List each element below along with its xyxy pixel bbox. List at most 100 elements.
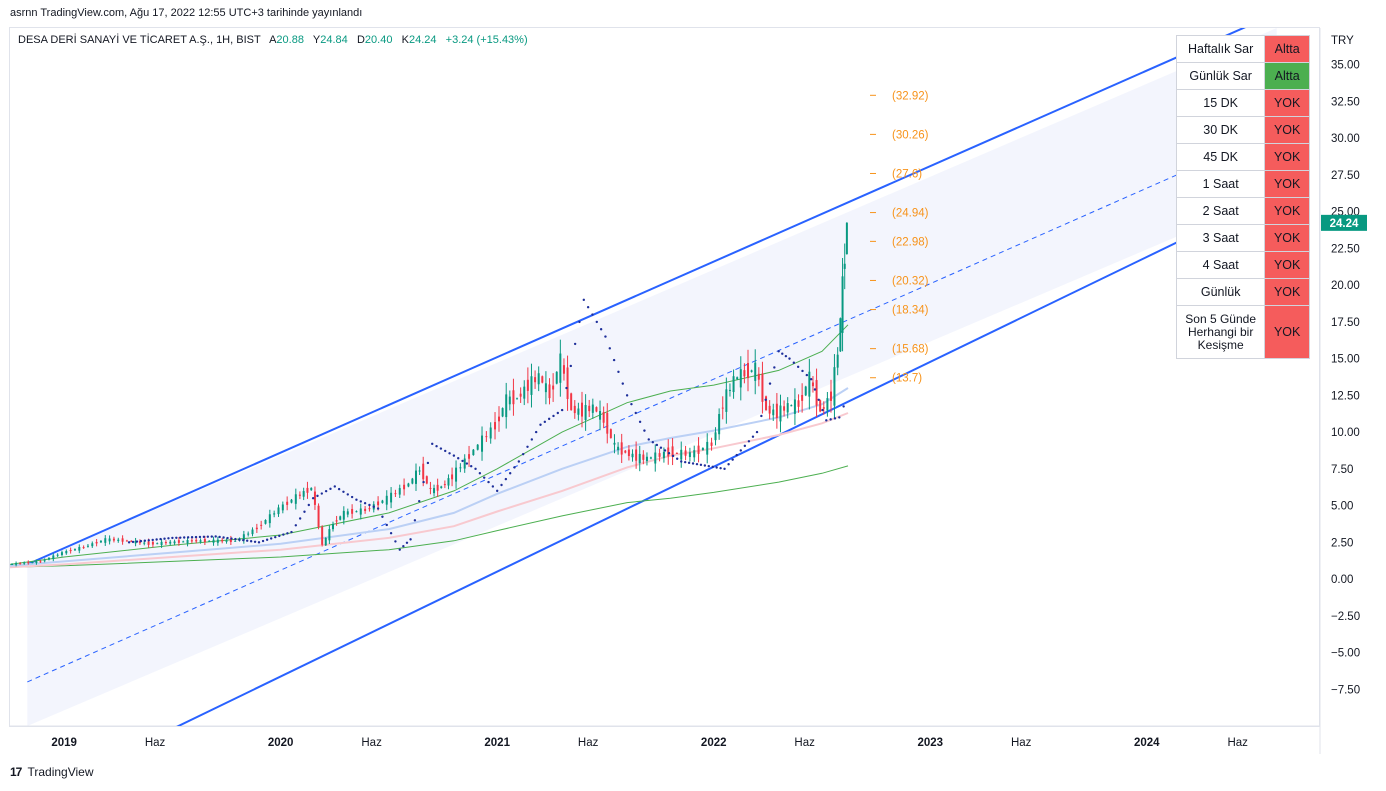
x-tick-label: Haz [1011, 737, 1032, 749]
candle-body [790, 405, 793, 407]
candle-body [697, 445, 700, 454]
psar-dot [821, 408, 824, 412]
candle-body [675, 452, 678, 454]
psar-dot [556, 411, 560, 415]
psar-dot [257, 541, 261, 544]
candle-body [433, 488, 436, 494]
candle-body [403, 484, 406, 490]
candle-body [649, 457, 652, 459]
tradingview-logo-icon: 17 [10, 765, 22, 779]
candle-body [555, 371, 558, 384]
psar-dot [448, 452, 451, 455]
candle-body [489, 427, 492, 439]
signal-value: YOK [1264, 116, 1310, 144]
psar-dot [461, 459, 464, 463]
candle-body [494, 422, 497, 430]
candle-body [117, 539, 120, 541]
signal-value: Altta [1264, 62, 1310, 90]
candle-body [463, 458, 466, 469]
psar-dot [372, 505, 375, 508]
footer-brand[interactable]: 17 TradingView [10, 765, 94, 779]
candle-body [364, 508, 367, 512]
psar-dot [298, 517, 302, 520]
candle-body [754, 362, 757, 381]
y-tick-label: −7.50 [1331, 684, 1360, 696]
candle-body [160, 541, 163, 546]
psar-dot [179, 536, 182, 539]
ma-blue-line [9, 387, 849, 567]
candle-body [151, 542, 154, 545]
signal-label: Son 5 Günde Herhangi bir Kesişme [1175, 305, 1266, 359]
candle-body [505, 394, 508, 418]
signal-row: 3 Saat YOK [1175, 224, 1310, 252]
channel-band [27, 28, 1277, 726]
candle-body [134, 540, 137, 544]
candle-body [701, 447, 704, 451]
candle-body [186, 540, 189, 544]
psar-dot [683, 460, 687, 464]
psar-dot [560, 408, 564, 412]
candle-body [95, 541, 98, 544]
psar-dot [214, 535, 217, 538]
psar-dot [491, 485, 495, 488]
candle-body [516, 398, 519, 400]
candle-body [199, 540, 202, 542]
candle-body [351, 508, 354, 514]
psar-dot [342, 490, 345, 493]
candle-body [534, 377, 537, 383]
candle-body [407, 483, 410, 487]
psar-dot [788, 357, 791, 360]
candle-body [425, 476, 428, 484]
candle-body [526, 379, 529, 391]
candle-body [108, 538, 111, 542]
candle-body [654, 452, 657, 464]
price-axis[interactable]: TRY35.0032.5030.0027.5025.0022.5020.0017… [1331, 35, 1360, 696]
psar-dot [625, 394, 629, 397]
psar-dot [680, 460, 683, 463]
psar-dot [422, 480, 425, 484]
candle-body [313, 491, 316, 505]
signal-value: YOK [1264, 278, 1310, 306]
last-price-value: 24.24 [1330, 218, 1359, 230]
psar-dot [389, 532, 393, 535]
psar-dot [711, 465, 714, 469]
candle-body [757, 373, 760, 380]
psar-dot [727, 463, 730, 466]
psar-dot [269, 537, 273, 540]
time-axis[interactable]: 2019 Haz 2020 Haz 2021 Haz 2022 Haz 2023 Haz 2024 H… [51, 737, 1248, 749]
candle-body [688, 452, 691, 457]
psar-dot [591, 313, 594, 316]
candle-body [481, 435, 484, 452]
ma-green-slow-line [9, 465, 849, 568]
channel-lower-line [176, 193, 1278, 726]
candle-body [747, 362, 750, 379]
x-tick-label: 2020 [268, 737, 294, 749]
candle-body [736, 377, 739, 380]
candle-body [826, 398, 829, 411]
candle-body [310, 487, 313, 491]
psar-dot [723, 467, 726, 471]
candle-body [335, 520, 338, 522]
y-tick-label: 30.00 [1331, 133, 1360, 145]
candle-body [725, 389, 728, 412]
candle-body [104, 538, 107, 543]
fib-level-label: (15.68) [892, 344, 929, 356]
open-value: 20.88 [276, 34, 304, 46]
candle-body [23, 562, 26, 564]
ma-pink-line [9, 412, 849, 569]
y-tick-label: 22.50 [1331, 243, 1360, 255]
psar-dot [359, 500, 362, 503]
candle-body [584, 404, 587, 420]
symbol-title[interactable]: DESA DERİ SANAYİ VE TİCARET A.Ş., 1H, BI… [18, 34, 261, 46]
psar-dot [439, 447, 443, 450]
candle-body [411, 478, 414, 484]
psar-dot [329, 487, 332, 491]
candle-body [422, 463, 425, 480]
candle-body [208, 540, 211, 542]
psar-dot [691, 462, 695, 465]
psar-dot [508, 472, 512, 475]
signal-label: Günlük [1175, 278, 1266, 306]
candle-body [544, 383, 547, 393]
psar-dot [735, 453, 738, 457]
